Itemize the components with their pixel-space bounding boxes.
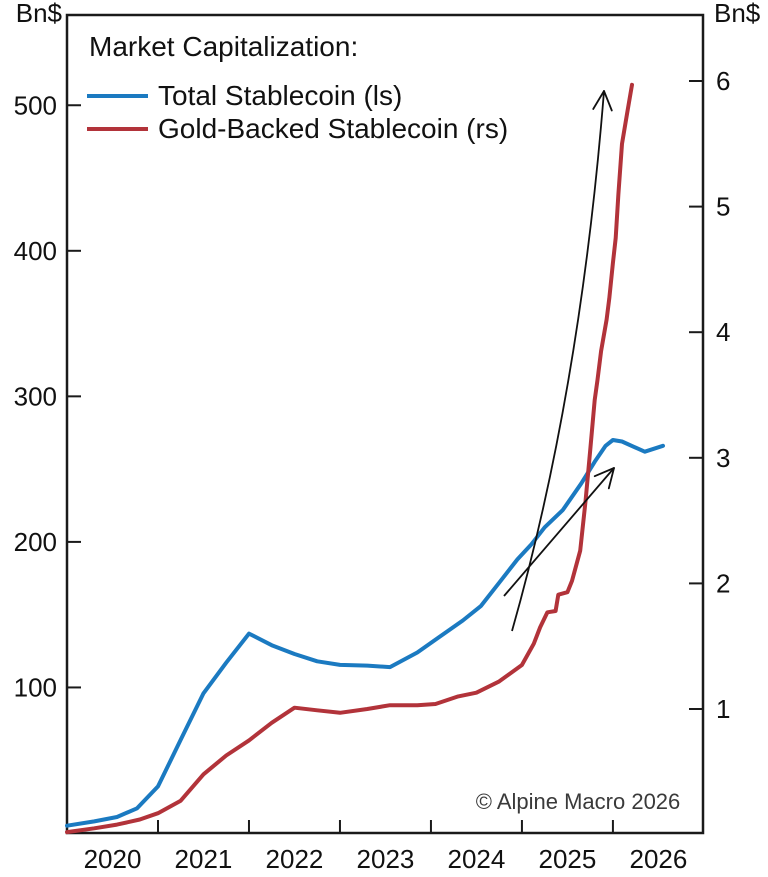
right-tick-label: 5 <box>716 192 730 222</box>
left-tick-label: 300 <box>14 381 57 411</box>
right-axis-unit-label: Bn$ <box>714 0 761 28</box>
right-tick-label: 1 <box>716 694 730 724</box>
surge-arrow-gold-head <box>603 90 613 112</box>
right-tick-label: 2 <box>716 568 730 598</box>
x-tick-label: 2020 <box>84 844 142 874</box>
x-tick-label: 2022 <box>266 844 324 874</box>
x-tick-label: 2025 <box>539 844 597 874</box>
legend-item-gold-backed-stablecoin: Gold-Backed Stablecoin (rs) <box>87 112 508 145</box>
right-tick-label: 4 <box>716 317 730 347</box>
surge-arrow-total <box>503 467 615 597</box>
plot-border <box>65 13 705 835</box>
left-tick-label: 200 <box>14 527 57 557</box>
gold-backed-stablecoin-line <box>65 82 634 835</box>
x-tick-label: 2024 <box>448 844 506 874</box>
legend-line-swatch-red <box>87 126 148 131</box>
right-tick-label: 3 <box>716 443 730 473</box>
legend-line-swatch-blue <box>87 93 148 98</box>
left-axis-unit-label: Bn$ <box>15 0 62 28</box>
legend-label-total-stablecoin: Total Stablecoin (ls) <box>158 79 403 111</box>
copyright-text: © Alpine Macro 2026 <box>475 789 681 814</box>
surge-arrow-total-head <box>607 467 615 490</box>
legend-item-total-stablecoin: Total Stablecoin (ls) <box>87 79 508 112</box>
x-tick-label: 2026 <box>629 844 687 874</box>
legend-label-gold-backed-stablecoin: Gold-Backed Stablecoin (rs) <box>158 112 509 144</box>
surge-arrow-gold-head <box>592 90 605 110</box>
surge-arrow-total-head <box>593 467 615 478</box>
surge-arrow-gold <box>511 90 605 632</box>
x-tick-label: 2023 <box>357 844 415 874</box>
chart-title: Market Capitalization: <box>89 31 359 62</box>
left-tick-label: 100 <box>14 672 57 702</box>
chart-legend: Total Stablecoin (ls) Gold-Backed Stable… <box>87 79 508 145</box>
right-tick-label: 6 <box>716 66 730 96</box>
x-tick-label: 2021 <box>175 844 233 874</box>
left-tick-label: 500 <box>14 90 57 120</box>
left-tick-label: 400 <box>14 236 57 266</box>
total-stablecoin-line <box>65 438 665 828</box>
